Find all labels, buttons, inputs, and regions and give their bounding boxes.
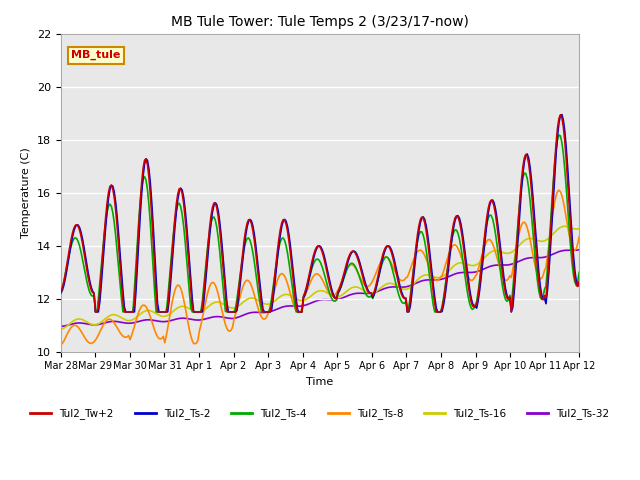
X-axis label: Time: Time [307, 377, 333, 387]
Legend: Tul2_Tw+2, Tul2_Ts-2, Tul2_Ts-4, Tul2_Ts-8, Tul2_Ts-16, Tul2_Ts-32: Tul2_Tw+2, Tul2_Ts-2, Tul2_Ts-4, Tul2_Ts… [26, 404, 614, 423]
Y-axis label: Temperature (C): Temperature (C) [21, 147, 31, 238]
Text: MB_tule: MB_tule [71, 50, 120, 60]
Title: MB Tule Tower: Tule Temps 2 (3/23/17-now): MB Tule Tower: Tule Temps 2 (3/23/17-now… [171, 15, 469, 29]
